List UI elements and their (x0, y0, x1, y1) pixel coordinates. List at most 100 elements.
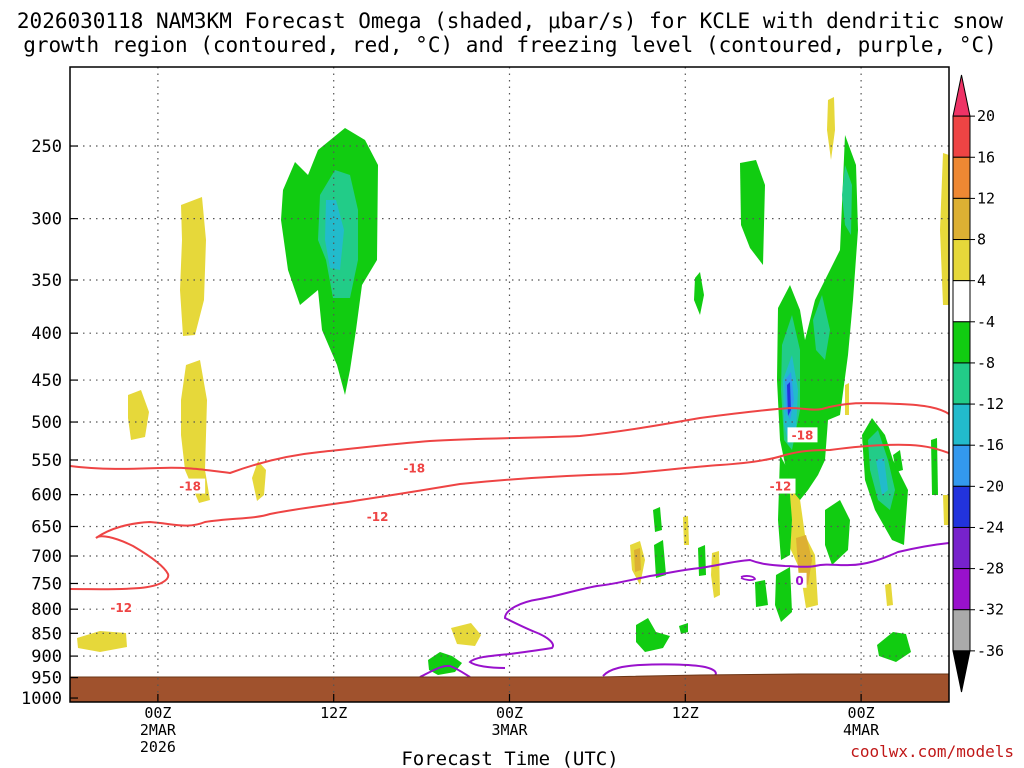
x-tick-label: 00Z (496, 704, 523, 722)
omega-positive-blob (943, 495, 949, 525)
colorbar-label: -4 (977, 313, 995, 331)
y-tick-label: 350 (31, 271, 62, 291)
omega-positive-blob (845, 383, 849, 415)
contour-label-bg (362, 509, 393, 525)
y-tick-label: 500 (31, 413, 62, 433)
x-tick-label: 00Z (144, 704, 171, 722)
contour-label: -18 (403, 462, 425, 476)
credit-text: coolwx.com/models (850, 742, 1014, 761)
colorbar-label: 16 (977, 148, 995, 166)
colorbar-swatch (952, 115, 971, 158)
y-tick-label: 950 (31, 669, 62, 689)
colorbar-label: -20 (977, 477, 1004, 495)
freezing-level-small-loop (740, 575, 757, 581)
isotherm-minus18 (69, 402, 950, 475)
colorbar-label: -32 (977, 601, 1004, 619)
omega-negative-blob (931, 438, 938, 495)
colorbar-swatch (952, 444, 971, 487)
isotherm-minus12 (69, 443, 950, 591)
y-tick-label: 1000 (21, 689, 62, 709)
omega-positive-blob (711, 551, 720, 598)
colorbar-label: 12 (977, 189, 995, 207)
dendritic-isotherms (69, 402, 950, 591)
pressure-axis: 250 300 350 400 450 500 550 600 650 700 750 800 850 9… (21, 137, 78, 709)
y-tick-label: 250 (31, 137, 62, 157)
omega-negative-blob (694, 272, 704, 315)
x-axis-title: Forecast Time (UTC) (401, 748, 618, 768)
colorbar-label: 8 (977, 231, 986, 249)
colorbar-swatch (952, 239, 971, 282)
omega-negative-blob (893, 450, 903, 472)
omega-negative-blob (653, 507, 662, 532)
colorbar-top-triangle (952, 74, 971, 117)
omega-shaded-field (77, 97, 949, 675)
colorbar-swatch (952, 280, 971, 323)
colorbar-swatch (952, 526, 971, 570)
colorbar-label: -8 (977, 354, 995, 372)
y-tick-label: 450 (31, 371, 62, 391)
colorbar-swatch (952, 156, 971, 199)
omega-colorbar: 20 16 12 8 4 -4 -8 -12 -16 -20 -24 -28 -32 -36 (952, 74, 1004, 693)
y-tick-label: 300 (31, 210, 62, 230)
colorbar-swatch (952, 403, 971, 446)
freezing-level-contours (419, 542, 950, 678)
omega-negative-blob (755, 580, 768, 607)
colorbar-swatch (952, 362, 971, 405)
colorbar-label: -16 (977, 436, 1004, 454)
title-line-2: growth region (contoured, red, °C) and f… (23, 33, 997, 57)
colorbar-label: -24 (977, 518, 1004, 536)
x-tick-label: 2MAR (140, 721, 177, 739)
omega-negative-blob (825, 500, 850, 565)
colorbar-swatch (952, 321, 971, 364)
omega-negative-blob (698, 545, 706, 576)
contour-label: -12 (367, 510, 389, 524)
omega-positive-blob (128, 390, 149, 440)
y-tick-label: 850 (31, 624, 62, 644)
y-tick-label: 600 (31, 486, 62, 506)
contour-label-bg (106, 600, 137, 616)
contour-label: -18 (179, 480, 201, 494)
omega-negative-blob (775, 567, 792, 622)
omega-positive-blob (796, 535, 812, 585)
x-tick-label: 12Z (320, 704, 347, 722)
colorbar-label: -28 (977, 560, 1004, 578)
x-tick-label: 00Z (848, 704, 875, 722)
contour-label: -18 (792, 428, 814, 442)
y-tick-label: 700 (31, 547, 62, 567)
freezing-level-lowlevel (419, 664, 471, 678)
x-tick-label: 2026 (140, 738, 176, 756)
y-tick-label: 550 (31, 451, 62, 471)
omega-negative-blob (654, 540, 666, 578)
omega-positive-blob (180, 197, 206, 336)
y-tick-label: 400 (31, 324, 62, 344)
colorbar-label: -36 (977, 642, 1004, 660)
omega-positive-blob (77, 631, 127, 652)
omega-positive-blob (940, 153, 949, 305)
contour-label-bg (765, 478, 796, 494)
omega-negative-blob (740, 160, 765, 265)
colorbar-label: 20 (977, 107, 995, 125)
omega-negative-blob (636, 618, 670, 652)
colorbar-label: -12 (977, 395, 1004, 413)
x-tick-label: 3MAR (491, 721, 528, 739)
colorbar-swatch (952, 197, 971, 241)
freezing-level-surface-pocket (602, 663, 717, 678)
omega-negative-blob (325, 200, 344, 270)
contour-label-bg (399, 460, 430, 476)
y-tick-label: 750 (31, 574, 62, 594)
omega-positive-blob (683, 516, 689, 545)
omega-negative-blob (842, 165, 852, 235)
freezing-level-0c (468, 542, 950, 669)
omega-positive-blob (634, 548, 641, 572)
omega-positive-blob (252, 461, 266, 501)
omega-negative-blob (679, 623, 688, 634)
contour-labels: -18 -12 -18 -12 -18 -12 0 (106, 427, 818, 616)
omega-positive-blob (451, 623, 481, 646)
colorbar-swatch (952, 568, 971, 611)
contour-label-bg (787, 427, 818, 443)
x-tick-label: 4MAR (843, 721, 880, 739)
y-tick-label: 800 (31, 600, 62, 620)
contour-label-bg (792, 572, 807, 588)
